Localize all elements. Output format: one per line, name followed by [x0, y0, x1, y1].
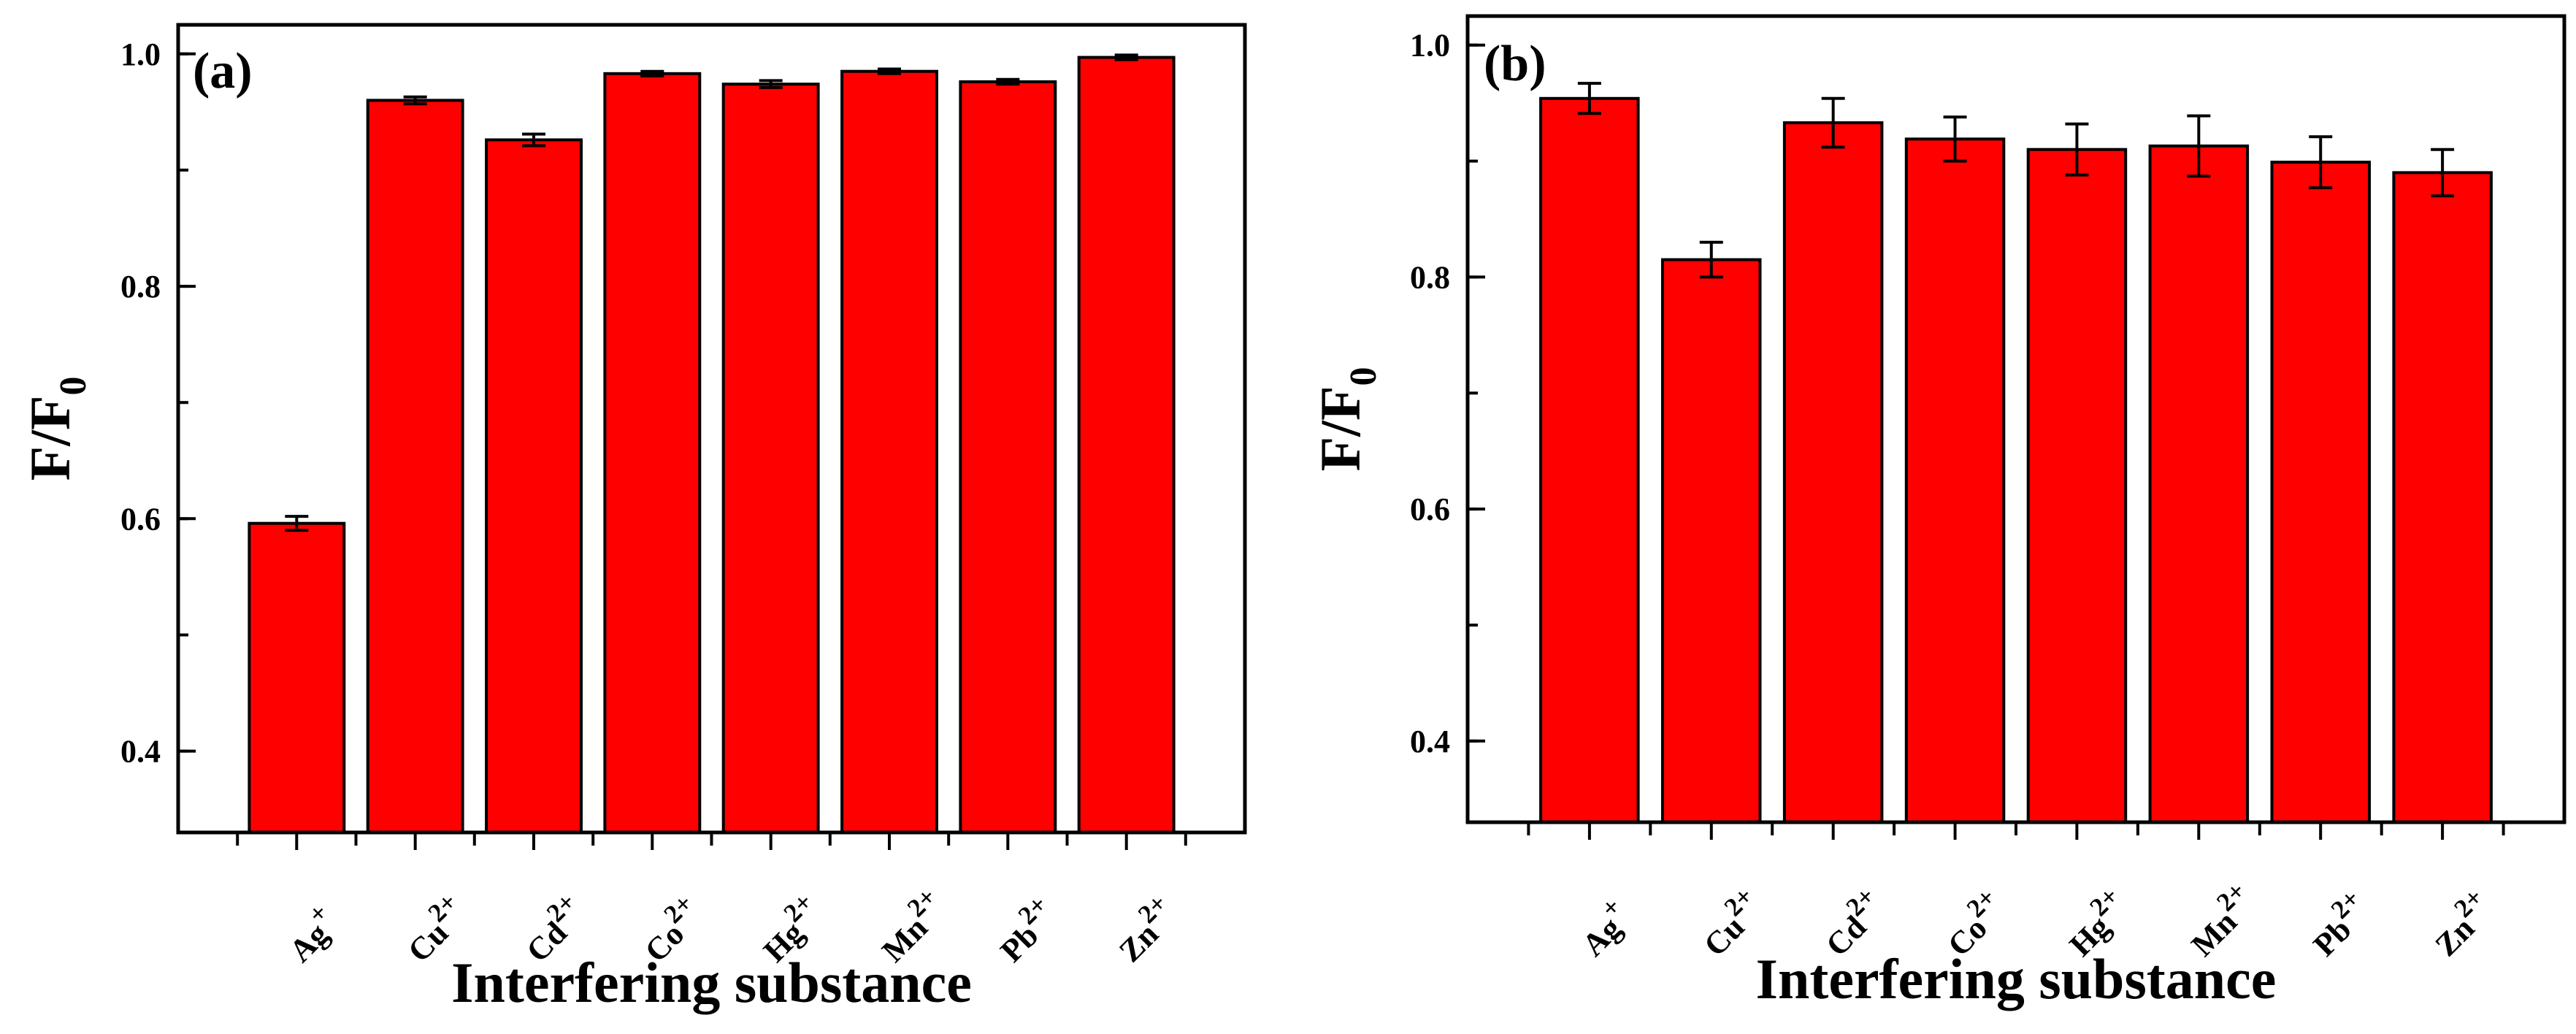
panel-a-bar-ag [248, 521, 346, 834]
panel-b-error-bar-mn [2187, 114, 2211, 178]
panel-b-y-tick-label: 0.4 [1410, 724, 1450, 759]
panel-b-bar-zn [2392, 171, 2493, 824]
panel-b-error-bar-pb [2309, 135, 2333, 190]
y-title-main: F/F [1308, 386, 1372, 472]
panel-a-bar-zn [1077, 55, 1176, 835]
panel-a-error-bar-ag [285, 515, 309, 532]
panel-a-error-bar-cu [403, 95, 427, 106]
panel-b-bar-co [1904, 137, 2006, 824]
panel-b-y-axis-title: F/F0 [1308, 367, 1384, 472]
panel-b-bar-pb [2270, 161, 2371, 824]
panel-a-bar-cd [485, 138, 583, 834]
panel-a-error-bar-mn [878, 67, 901, 75]
panel-a: 0.40.60.81.0Ag+Cu2+Cd2+Co2+Hg2+Mn2+Pb2+Z… [18, 23, 1247, 1014]
panel-a-error-bar-hg [759, 79, 783, 89]
panel-b-y-tick-label: 1.0 [1410, 28, 1450, 64]
y-title-main: F/F [18, 396, 82, 481]
y-title-subscript: 0 [1343, 367, 1384, 386]
panel-b-x-axis-title: Interfering substance [1756, 947, 2277, 1011]
panel-a-error-bar-pb [996, 77, 1020, 86]
panel-b-y-tick-label: 0.6 [1410, 491, 1450, 527]
panel-b-label: (b) [1484, 36, 1546, 92]
panel-a-bar-pb [959, 80, 1057, 834]
panel-a-bar-co [603, 72, 702, 834]
panel-a-y-tick-label: 1.0 [120, 37, 161, 72]
panel-a-label: (a) [193, 43, 253, 99]
panel-b-error-bar-cd [1821, 96, 1845, 149]
y-title-subscript: 0 [53, 377, 94, 396]
panel-a-bar-hg [721, 83, 820, 835]
panel-a-y-axis-title: F/F0 [18, 377, 94, 481]
panel-b-bar-mn [2148, 144, 2250, 824]
panel-b-error-bar-cu [1699, 240, 1723, 279]
panel-b-bar-hg [2026, 148, 2128, 824]
panel-b-error-bar-zn [2431, 148, 2455, 198]
panel-b-error-bar-ag [1577, 82, 1601, 115]
panel-a-error-bar-cd [522, 132, 545, 148]
panel-a-x-axis-title: Interfering substance [451, 951, 972, 1014]
panel-b-error-bar-co [1943, 115, 1967, 163]
panel-a-error-bar-co [640, 69, 664, 77]
panel-b-bar-ag [1539, 96, 1640, 824]
panel-a-bar-cu [366, 99, 464, 834]
panel-b-error-bar-hg [2065, 122, 2089, 177]
panel-a-bar-mn [840, 69, 938, 835]
panel-b-bar-cu [1661, 258, 1762, 824]
panel-a-error-bar-zn [1114, 53, 1138, 61]
panel-b-bar-cd [1782, 121, 1884, 824]
panel-a-y-tick-label: 0.8 [120, 269, 161, 305]
panel-b: 0.40.60.81.0Ag+Cu2+Cd2+Co2+Hg2+Mn2+Pb2+Z… [1308, 14, 2567, 1011]
panel-a-y-tick-label: 0.6 [120, 501, 161, 537]
panel-b-y-tick-label: 0.8 [1410, 259, 1450, 295]
panel-a-y-tick-label: 0.4 [120, 734, 161, 770]
